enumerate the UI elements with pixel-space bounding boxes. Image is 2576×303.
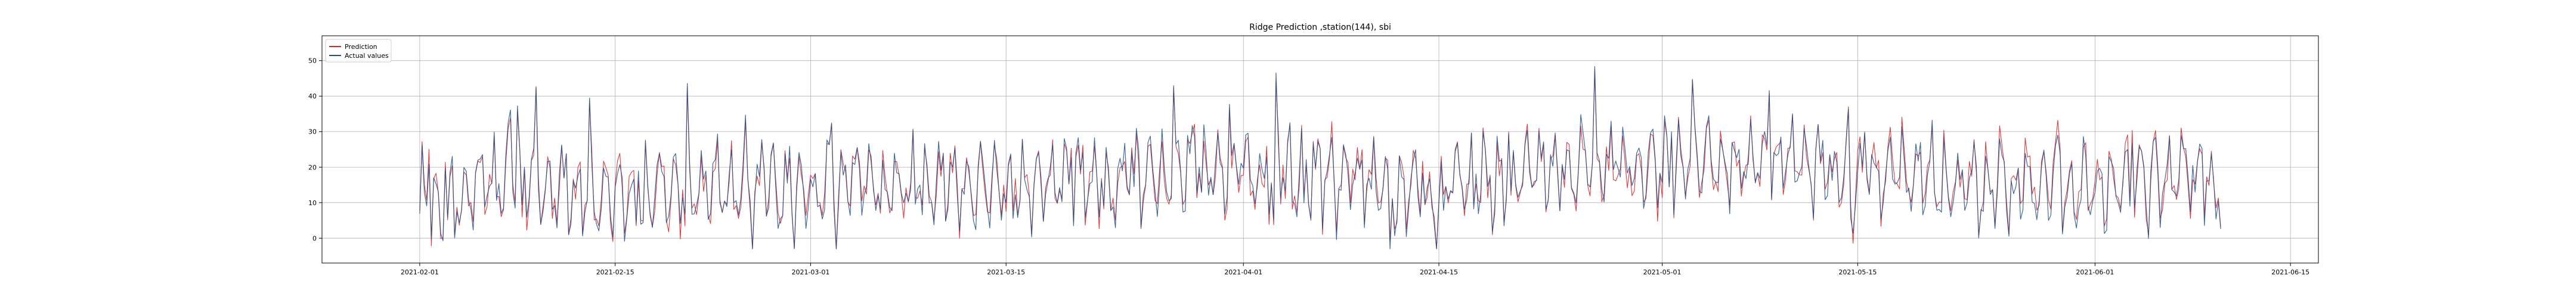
legend-label-actual-values: Actual values xyxy=(345,52,389,60)
chart-title: Ridge Prediction ,station(144), sbi xyxy=(1249,23,1391,32)
x-tick-label: 2021-05-01 xyxy=(1643,268,1682,276)
legend-label-prediction: Prediction xyxy=(345,43,377,51)
y-tick-label: 50 xyxy=(308,57,317,65)
legend: Prediction Actual values xyxy=(325,39,392,63)
legend-box xyxy=(325,39,392,63)
x-tick-label: 2021-02-01 xyxy=(401,268,439,276)
axes: 2021-02-01 2021-02-15 2021-03-01 2021-03-15… xyxy=(308,57,2309,276)
series-line-actual-values xyxy=(419,66,2221,249)
y-tick-label: 30 xyxy=(308,128,317,136)
x-tick-label: 2021-03-15 xyxy=(987,268,1025,276)
y-tick-label: 10 xyxy=(308,199,317,207)
grid xyxy=(322,36,2318,263)
x-tick-label: 2021-04-15 xyxy=(1420,268,1458,276)
plot-frame xyxy=(321,35,2319,264)
y-tick-label: 40 xyxy=(308,92,317,100)
x-tick-label: 2021-03-01 xyxy=(791,268,829,276)
x-tick-label: 2021-06-15 xyxy=(2271,268,2309,276)
x-tick-label: 2021-05-15 xyxy=(1838,268,1877,276)
y-tick-label: 20 xyxy=(308,163,317,171)
y-tick-label: 0 xyxy=(312,234,317,242)
x-tick-label: 2021-02-15 xyxy=(596,268,634,276)
x-tick-label: 2021-04-01 xyxy=(1224,268,1262,276)
x-tick-label: 2021-06-01 xyxy=(2076,268,2114,276)
series-lines xyxy=(419,66,2221,249)
